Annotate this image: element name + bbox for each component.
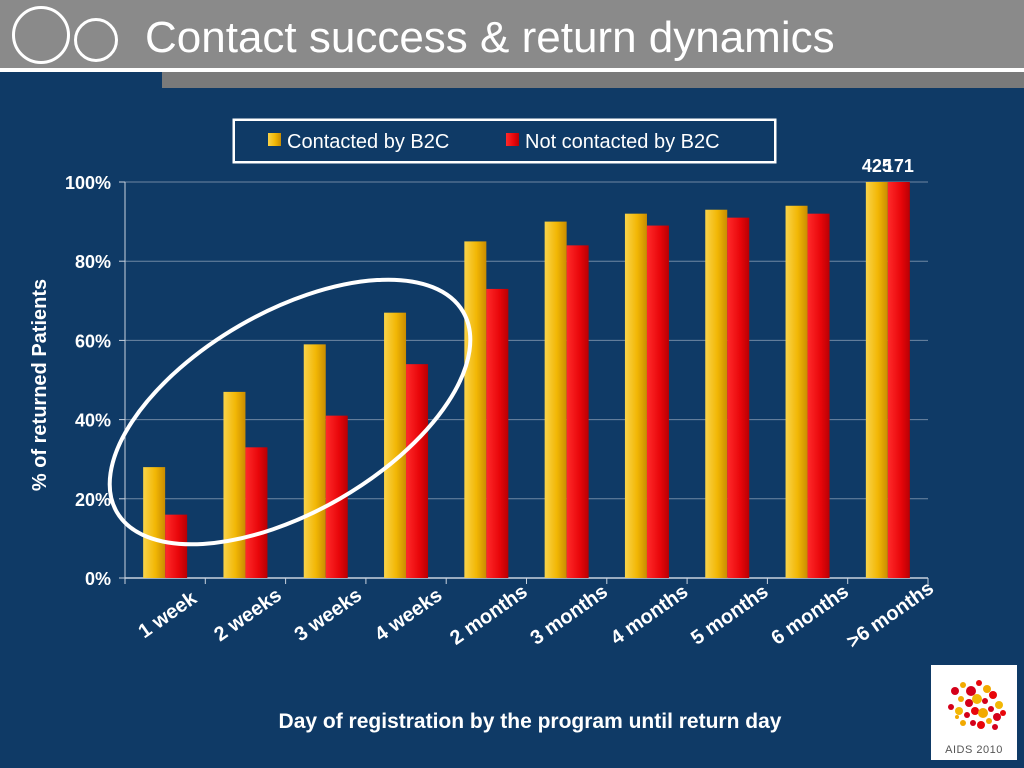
x-category-label: >6 months — [843, 577, 938, 653]
bar-contacted — [785, 205, 808, 578]
x-category-label: 4 months — [607, 581, 692, 650]
bar-not-contacted — [646, 225, 669, 578]
bar-contacted — [143, 467, 166, 578]
logo-dot — [972, 694, 982, 704]
title-underbar — [162, 72, 1024, 88]
logo-dot — [971, 707, 979, 715]
y-tick-label: 20% — [75, 490, 111, 510]
bar-contacted — [865, 182, 888, 578]
logo-dot — [995, 701, 1003, 709]
logo-dot — [965, 699, 973, 707]
logo-dot — [982, 698, 988, 704]
logo-dot — [986, 718, 992, 724]
decorative-circle-left-icon — [12, 6, 70, 64]
highlight-ellipse — [107, 277, 473, 547]
logo-dot — [993, 713, 1001, 721]
slide-title: Contact success & return dynamics — [145, 13, 835, 62]
y-tick-label: 100% — [65, 173, 111, 193]
legend: Contacted by B2C Not contacted by B2C — [231, 117, 778, 165]
title-bar — [0, 0, 1024, 70]
logo-dot — [977, 721, 985, 729]
bar-annotation: 425 — [862, 156, 892, 176]
x-category-label: 1 week — [135, 587, 202, 643]
logo-dot — [978, 708, 988, 718]
logo-dot — [1000, 710, 1006, 716]
y-tick-label: 40% — [75, 411, 111, 431]
legend-label-contacted: Contacted by B2C — [287, 131, 449, 153]
bars — [143, 182, 910, 579]
logo-dot — [989, 691, 997, 699]
x-category-label: 3 months — [526, 581, 611, 650]
x-axis-label: Day of registration by the program until… — [279, 710, 782, 733]
logo-dot — [955, 707, 963, 715]
bar-contacted — [544, 221, 567, 578]
bar-contacted — [464, 241, 487, 578]
logo-emblem-icon — [948, 680, 1006, 730]
logo-text: AIDS 2010 — [945, 744, 1003, 756]
logo-dot — [988, 706, 994, 712]
x-category-label: 3 weeks — [291, 584, 366, 646]
bar-not-contacted — [406, 364, 429, 578]
logo-dot — [955, 715, 959, 719]
aids-2010-logo: AIDS 2010 — [931, 665, 1017, 760]
bar-contacted — [223, 391, 246, 578]
bar-not-contacted — [325, 415, 348, 578]
y-axis-label: % of returned Patients — [29, 279, 51, 491]
legend-label-not-contacted: Not contacted by B2C — [525, 131, 720, 153]
bar-not-contacted — [486, 288, 509, 578]
x-category-label: 6 months — [767, 581, 852, 650]
logo-dot — [976, 680, 982, 686]
bar-not-contacted — [165, 514, 188, 578]
bar-not-contacted — [807, 213, 830, 578]
logo-dot — [948, 704, 954, 710]
legend-swatch-contacted — [268, 133, 281, 146]
x-category-label: 2 months — [446, 581, 531, 650]
bar-not-contacted — [566, 245, 589, 579]
logo-dot — [983, 685, 991, 693]
bar-not-contacted — [727, 217, 750, 578]
legend-inner — [233, 119, 776, 163]
logo-dot — [992, 724, 998, 730]
legend-swatch-not-contacted — [506, 133, 519, 146]
bar-contacted — [624, 213, 647, 578]
logo-dot — [960, 682, 966, 688]
x-category-label: 5 months — [687, 581, 772, 650]
logo-dot — [964, 712, 970, 718]
bar-contacted — [705, 209, 728, 578]
y-tick-label: 0% — [85, 569, 111, 589]
logo-dot — [960, 720, 966, 726]
x-category-label: 4 weeks — [371, 584, 446, 646]
logo-dot — [966, 686, 976, 696]
bar-contacted — [303, 344, 326, 578]
logo-dot — [970, 720, 976, 726]
y-tick-label: 80% — [75, 252, 111, 272]
logo-dot — [958, 696, 964, 702]
y-tick-label: 60% — [75, 331, 111, 351]
bar-annotation: 171 — [884, 156, 914, 176]
logo-dot — [951, 687, 959, 695]
decorative-circle-right-icon — [74, 18, 118, 62]
bar-not-contacted — [245, 447, 268, 578]
title-divider — [0, 68, 1024, 72]
x-category-label: 2 weeks — [210, 584, 285, 646]
bar-not-contacted — [887, 182, 910, 578]
bar-contacted — [384, 312, 407, 578]
